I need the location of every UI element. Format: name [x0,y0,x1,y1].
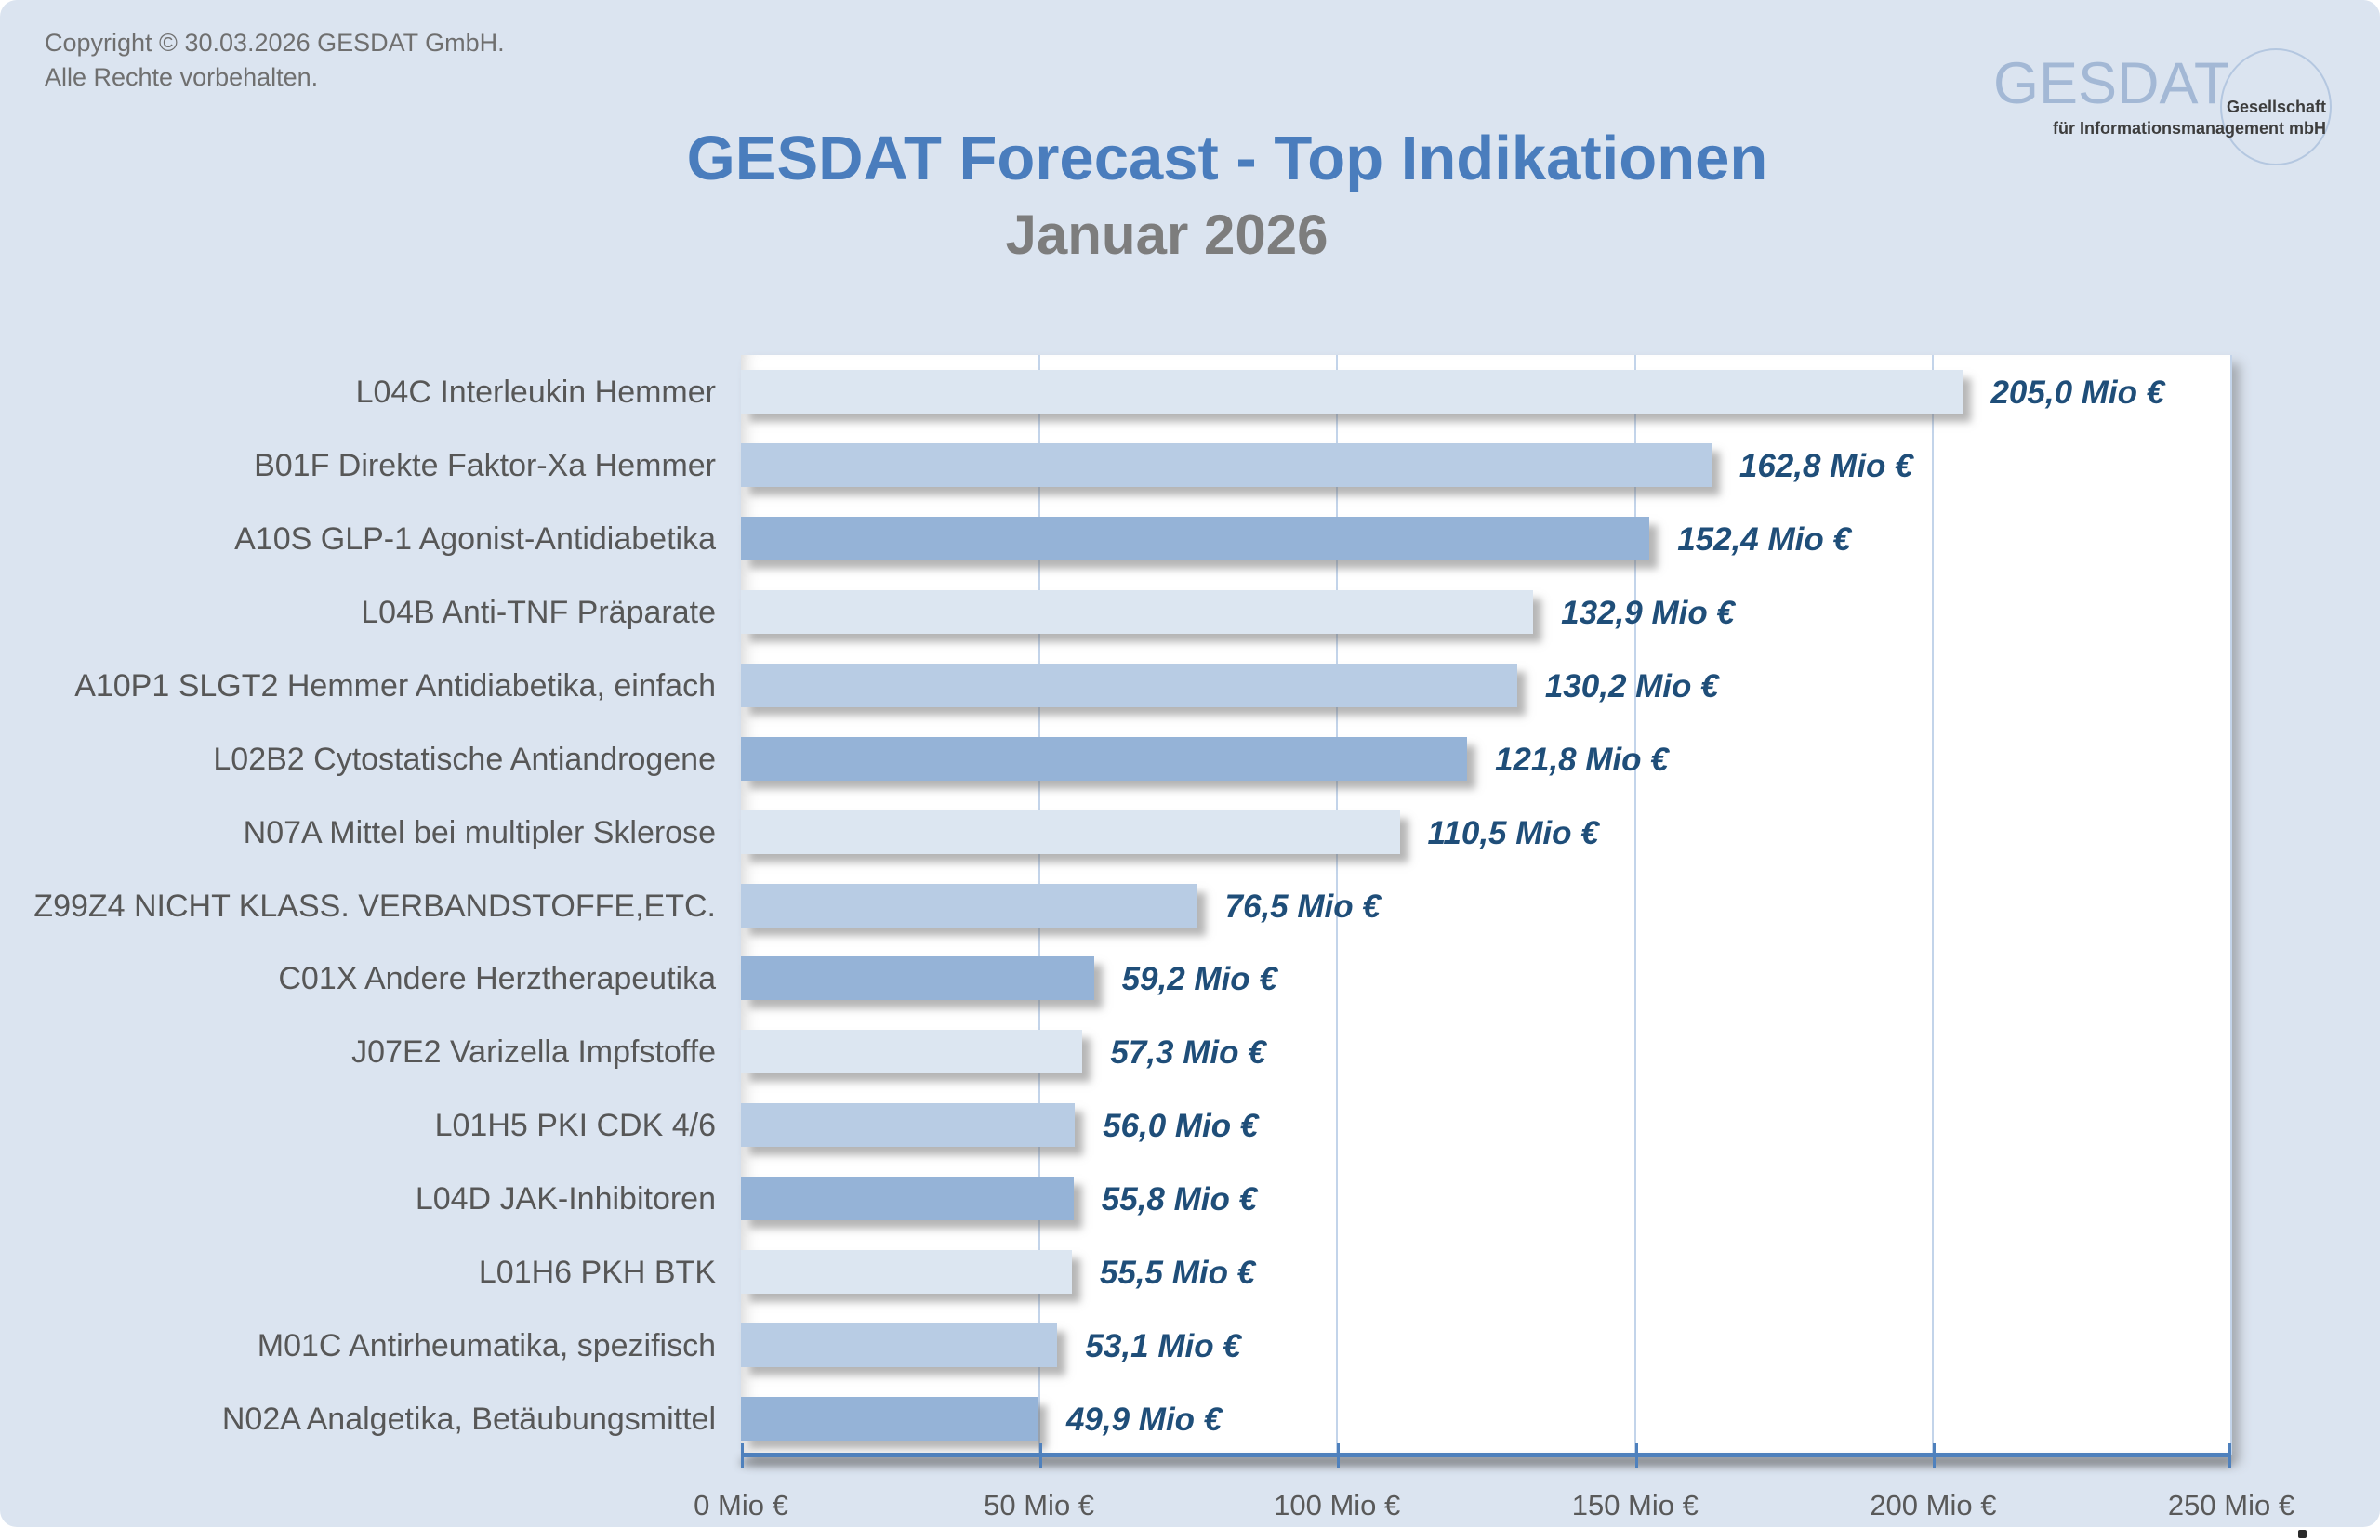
gridline-250 [2230,355,2232,1455]
value-label-6: 121,8 Mio € [1494,741,1669,778]
value-label-12: 55,8 Mio € [1101,1181,1258,1218]
copyright-line-1: Copyright © 30.03.2026 GESDAT GmbH. [45,29,505,57]
value-label-15: 49,9 Mio € [1065,1402,1223,1439]
bar-8 [741,883,1197,928]
x-axis-tick-50 [1038,1443,1042,1468]
category-label-9: C01X Andere Herztherapeutika [278,961,716,997]
x-axis-label-0: 0 Mio € [694,1489,788,1521]
value-label-10: 57,3 Mio € [1110,1034,1266,1072]
value-label-14: 53,1 Mio € [1085,1328,1241,1365]
value-label-7: 110,5 Mio € [1427,814,1599,851]
copyright-line-2: Alle Rechte vorbehalten. [45,63,319,91]
category-label-4: L04B Anti-TNF Präparate [361,594,716,630]
gesdat-logo: GESDAT Gesellschaft für Informationsmana… [1980,37,2343,186]
copyright-notice: Copyright © 30.03.2026 GESDAT GmbH. Alle… [45,26,505,95]
bar-10 [741,1030,1083,1074]
value-label-11: 56,0 Mio € [1103,1108,1259,1145]
category-label-11: L01H5 PKI CDK 4/6 [434,1108,716,1144]
value-label-5: 130,2 Mio € [1544,667,1719,704]
bar-6 [741,736,1467,781]
bar-4 [741,589,1534,634]
bar-2 [741,442,1712,487]
category-label-7: N07A Mittel bei multipler Sklerose [243,814,716,850]
plot-area: 205,0 Mio € 162,8 Mio € 152,4 Mio € 132,9 M… [741,355,2232,1468]
category-label-6: L02B2 Cytostatische Antiandrogene [213,741,716,777]
value-label-8: 76,5 Mio € [1224,888,1381,925]
logo-tagline: Gesellschaft für Informationsmanagement … [2053,97,2326,139]
x-axis-label-200: 200 Mio € [1870,1489,1997,1521]
category-label-12: L04D JAK-Inhibitoren [415,1181,716,1218]
category-label-15: N02A Analgetika, Betäubungsmittel [221,1402,716,1438]
bar-7 [741,809,1400,854]
category-label-5: A10P1 SLGT2 Hemmer Antidiabetika, einfac… [74,667,716,704]
category-label-14: M01C Antirheumatika, spezifisch [257,1328,716,1364]
x-axis-tick-0 [741,1443,744,1468]
logo-tagline-line-1: Gesellschaft [2226,98,2326,116]
page-subtitle: Januar 2026 [1005,204,1329,266]
value-label-2: 162,8 Mio € [1739,447,1913,484]
x-axis-label-50: 50 Mio € [984,1489,1095,1521]
category-label-13: L01H6 PKH BTK [478,1255,716,1291]
bar-14 [741,1323,1058,1368]
x-axis-label-250: 250 Mio € [2167,1489,2295,1521]
gridline-100 [1336,355,1339,1455]
x-axis-tick-100 [1337,1443,1341,1468]
bar-15 [741,1397,1038,1441]
category-label-3: A10S GLP-1 Agonist-Antidiabetika [234,520,716,557]
bar-5 [741,663,1517,707]
bar-11 [741,1103,1076,1148]
x-axis-tick-200 [1933,1443,1937,1468]
value-label-3: 152,4 Mio € [1677,520,1851,558]
logo-circle-icon [2220,48,2332,165]
x-axis-tick-250 [2228,1443,2231,1468]
value-label-1: 205,0 Mio € [1990,375,2165,411]
bar-1 [741,370,1964,414]
category-label-1: L04C Interleukin Hemmer [355,375,716,410]
page-title: GESDAT Forecast - Top Indikationen [686,124,1768,193]
bar-9 [741,956,1094,1001]
gridline-150 [1633,355,1636,1455]
logo-wordmark: GESDAT [1993,51,2230,116]
value-label-9: 59,2 Mio € [1121,961,1277,998]
bar-3 [741,516,1650,560]
bar-13 [741,1250,1072,1295]
x-axis-tick-150 [1634,1443,1638,1468]
value-label-13: 55,5 Mio € [1099,1255,1256,1292]
bar-12 [741,1177,1074,1221]
logo-tagline-line-2: für Informationsmanagement mbH [2052,119,2326,138]
category-label-10: J07E2 Varizella Impfstoffe [351,1034,716,1071]
screen-artifact-dot [2298,1530,2307,1538]
category-label-8: Z99Z4 NICHT KLASS. VERBANDSTOFFE,ETC. [33,888,716,924]
x-axis-line [741,1453,2231,1457]
x-axis-label-150: 150 Mio € [1571,1489,1699,1521]
category-label-2: B01F Direkte Faktor-Xa Hemmer [254,447,716,483]
value-label-4: 132,9 Mio € [1561,594,1735,631]
x-axis-label-100: 100 Mio € [1274,1489,1401,1521]
gridline-200 [1932,355,1935,1455]
